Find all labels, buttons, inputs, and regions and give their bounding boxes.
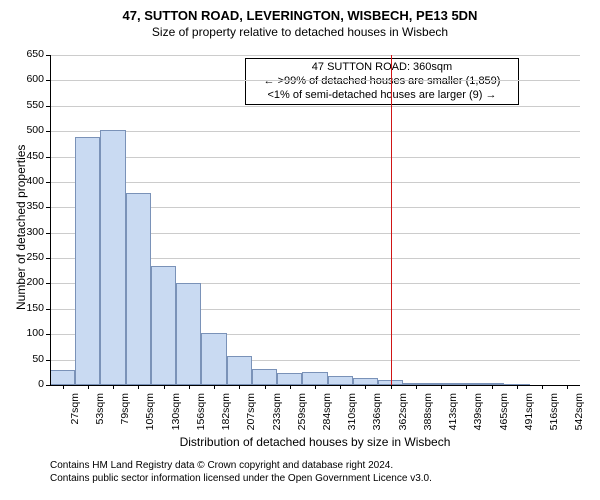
x-tick-label: 465sqm (498, 393, 510, 437)
histogram-bar (50, 370, 75, 385)
annotation-box: 47 SUTTON ROAD: 360sqm ← >99% of detache… (245, 58, 519, 105)
grid-line (50, 80, 580, 81)
y-tick-label: 100 (18, 327, 44, 339)
chart-title-main: 47, SUTTON ROAD, LEVERINGTON, WISBECH, P… (0, 0, 600, 23)
x-tick-label: 439sqm (472, 393, 484, 437)
x-tick-label: 362sqm (397, 393, 409, 437)
x-axis-line (50, 385, 580, 386)
x-tick-label: 182sqm (220, 393, 232, 437)
grid-line (50, 131, 580, 132)
x-tick-label: 156sqm (195, 393, 207, 437)
histogram-bar (201, 333, 226, 385)
x-tick-label: 79sqm (119, 393, 131, 437)
x-tick-label: 542sqm (573, 393, 585, 437)
grid-line (50, 182, 580, 183)
y-tick-label: 300 (18, 226, 44, 238)
y-tick-label: 500 (18, 124, 44, 136)
grid-line (50, 55, 580, 56)
annotation-line-2: ← >99% of detached houses are smaller (1… (252, 75, 512, 89)
histogram-bar (353, 378, 378, 385)
y-tick-label: 550 (18, 99, 44, 111)
x-tick-label: 207sqm (245, 393, 257, 437)
footer: Contains HM Land Registry data © Crown c… (50, 460, 432, 485)
y-tick-label: 150 (18, 302, 44, 314)
histogram-bar (176, 283, 201, 385)
x-tick-label: 259sqm (296, 393, 308, 437)
y-tick-label: 350 (18, 200, 44, 212)
x-tick-label: 336sqm (371, 393, 383, 437)
grid-line (50, 157, 580, 158)
y-tick-label: 600 (18, 73, 44, 85)
histogram-bar (252, 369, 277, 385)
histogram-bar (328, 376, 353, 385)
y-axis-line (50, 55, 51, 385)
marker-line (391, 55, 392, 385)
x-tick-label: 130sqm (170, 393, 182, 437)
histogram-bar (75, 137, 100, 385)
grid-line (50, 106, 580, 107)
x-tick-label: 516sqm (548, 393, 560, 437)
footer-line-1: Contains HM Land Registry data © Crown c… (50, 460, 432, 473)
x-tick-label: 491sqm (523, 393, 535, 437)
histogram-bar (151, 266, 176, 385)
y-tick-label: 50 (18, 353, 44, 365)
x-tick-label: 233sqm (271, 393, 283, 437)
histogram-bar (277, 373, 302, 385)
chart-title-sub: Size of property relative to detached ho… (0, 23, 600, 39)
histogram-bar (227, 356, 252, 385)
x-tick-label: 310sqm (346, 393, 358, 437)
histogram-bar (302, 372, 327, 385)
y-tick-label: 400 (18, 175, 44, 187)
footer-line-2: Contains public sector information licen… (50, 473, 432, 486)
y-tick-label: 450 (18, 150, 44, 162)
histogram-bar (100, 130, 125, 385)
x-tick-label: 388sqm (422, 393, 434, 437)
x-tick-label: 413sqm (447, 393, 459, 437)
x-axis-label: Distribution of detached houses by size … (50, 435, 580, 449)
x-tick-label: 105sqm (144, 393, 156, 437)
y-tick-label: 0 (18, 378, 44, 390)
histogram-bar (126, 193, 151, 385)
y-tick-label: 650 (18, 48, 44, 60)
y-tick-label: 250 (18, 251, 44, 263)
annotation-line-1: 47 SUTTON ROAD: 360sqm (252, 61, 512, 75)
x-tick-label: 284sqm (321, 393, 333, 437)
chart-container: 47, SUTTON ROAD, LEVERINGTON, WISBECH, P… (0, 0, 600, 500)
annotation-line-3: <1% of semi-detached houses are larger (… (252, 89, 512, 103)
x-tick-label: 27sqm (69, 393, 81, 437)
x-tick-label: 53sqm (94, 393, 106, 437)
y-tick-label: 200 (18, 276, 44, 288)
